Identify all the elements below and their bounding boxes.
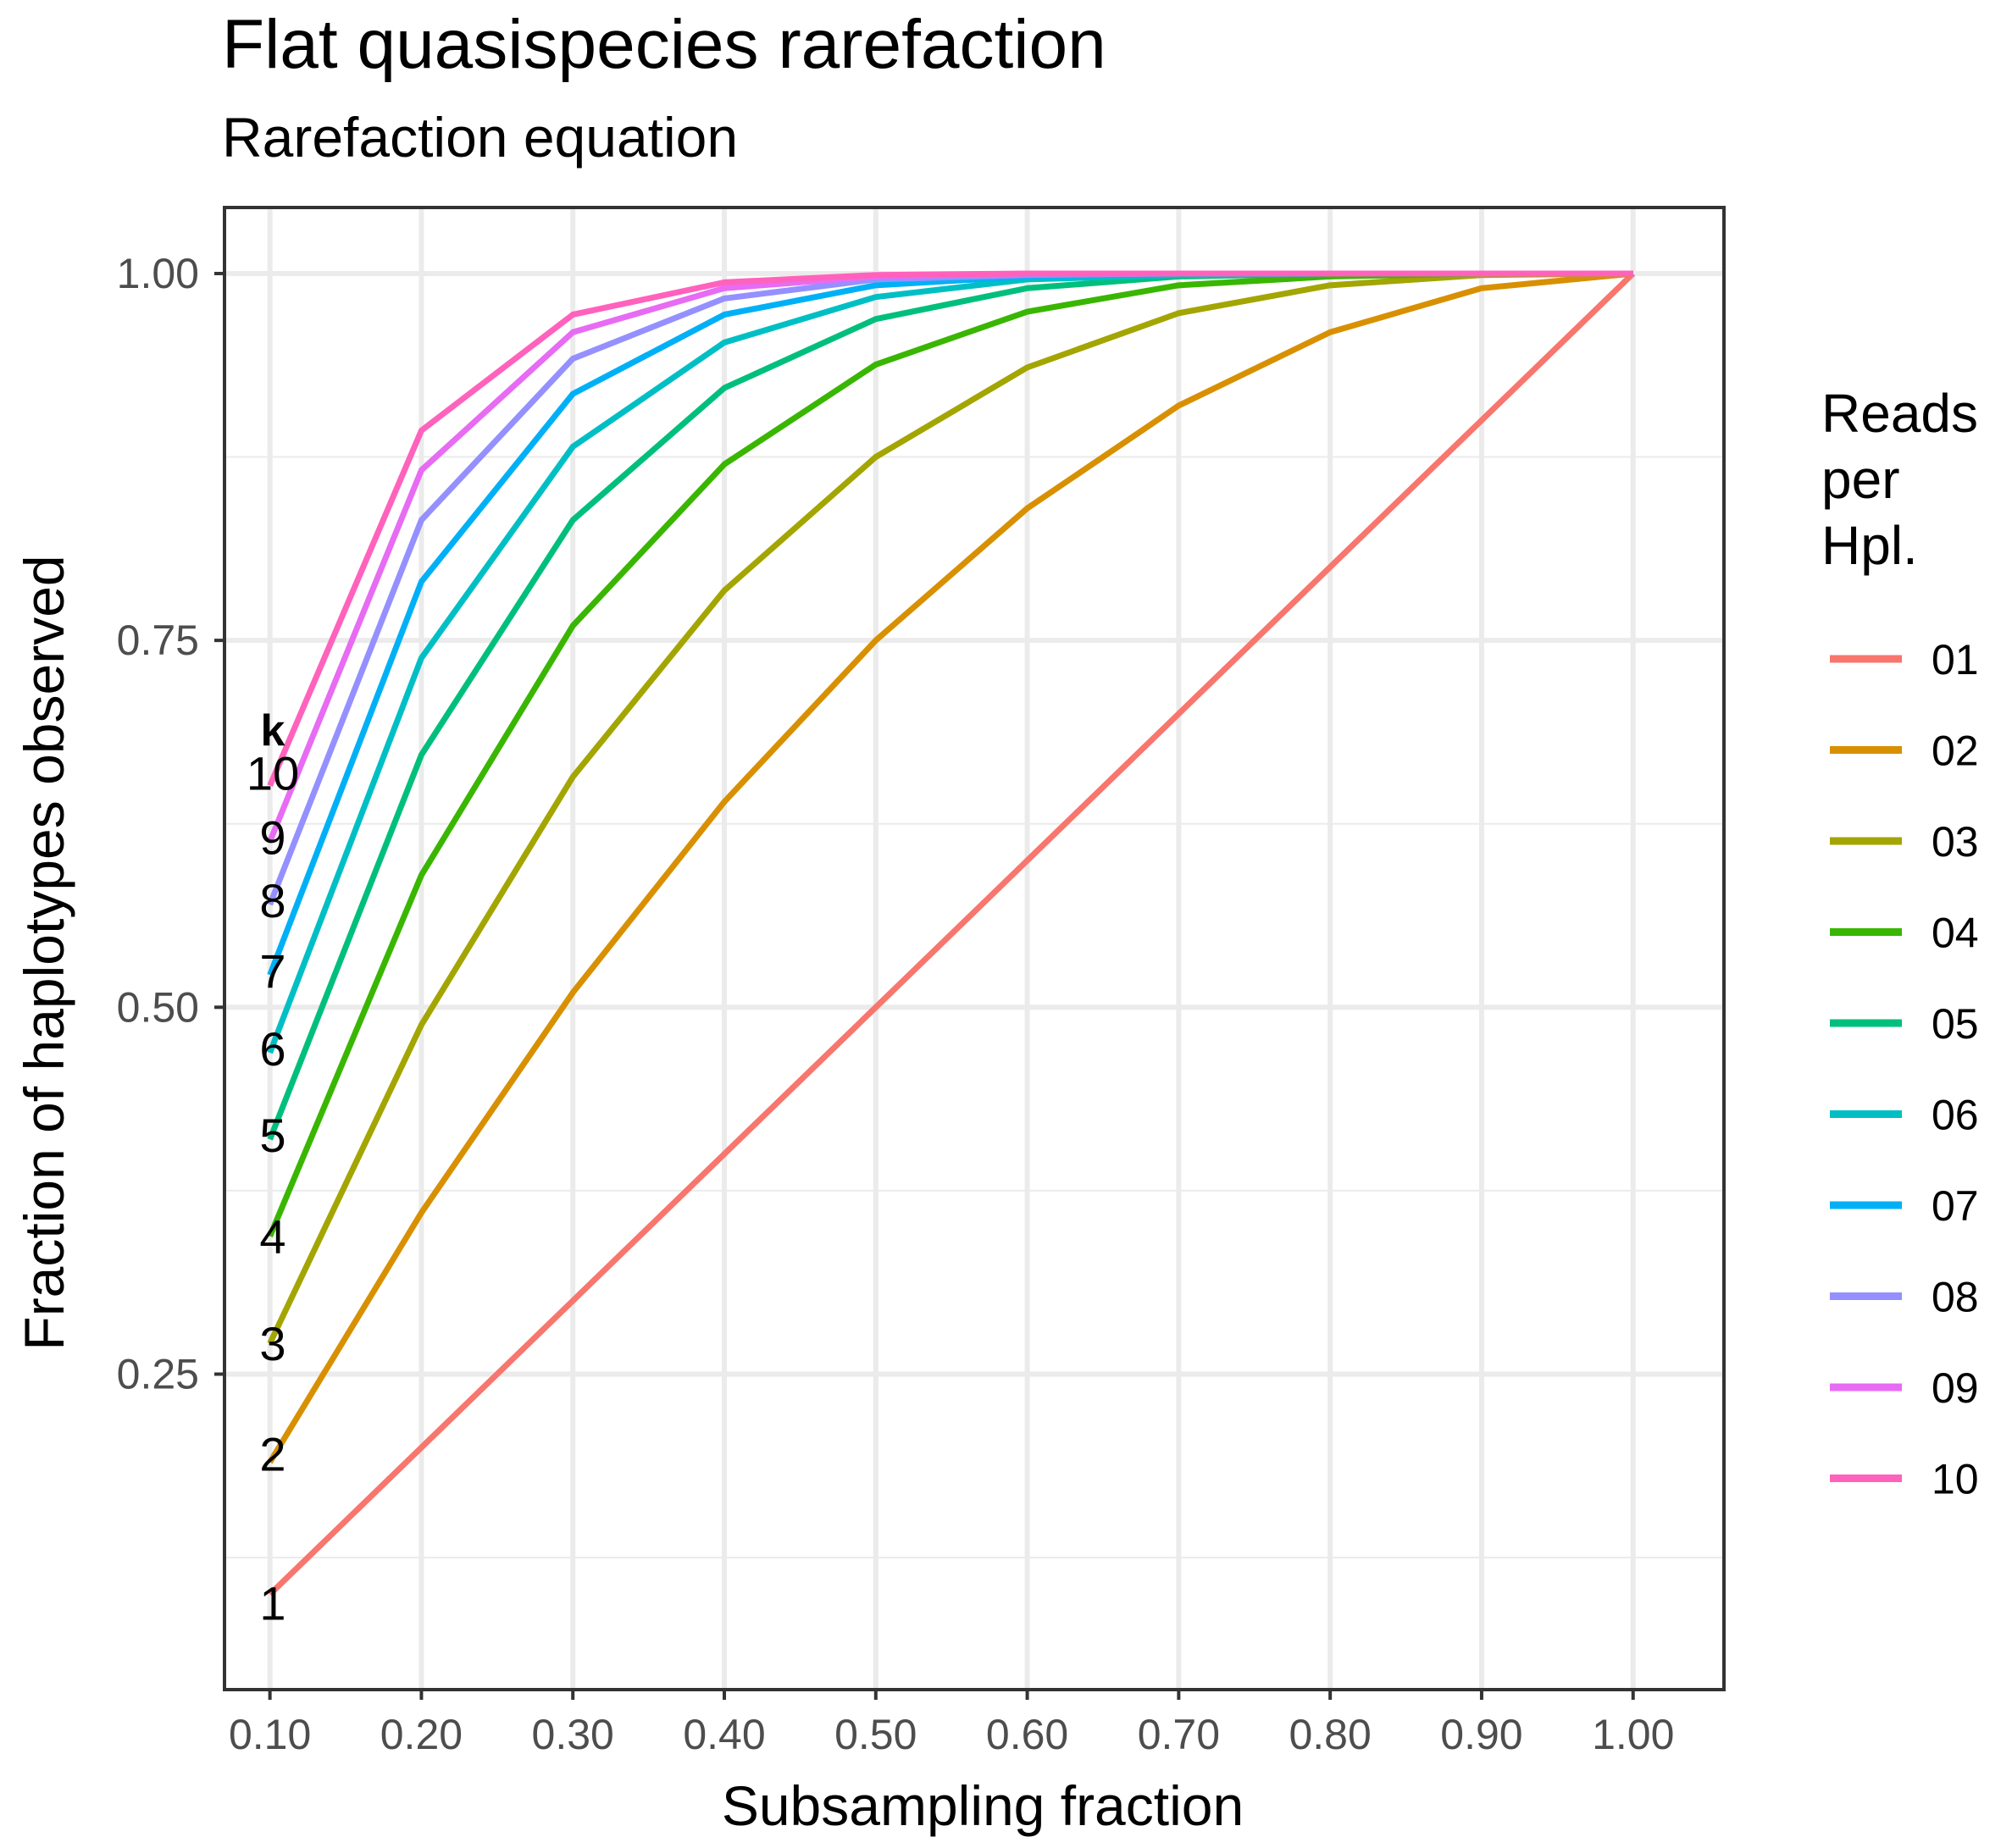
- series-line-03: [267, 270, 1633, 1345]
- series-line-02: [267, 270, 1634, 1464]
- x-tick-label: 0.60: [986, 1711, 1068, 1758]
- k-header: k: [261, 706, 285, 755]
- k-label-8: 8: [259, 874, 285, 927]
- y-tick-label: 1.00: [117, 250, 199, 297]
- chart-subtitle: Rarefaction equation: [222, 106, 738, 169]
- series-lines: [267, 270, 1636, 1596]
- legend-label-08: 08: [1932, 1274, 1979, 1321]
- grid-lines: [224, 207, 1724, 1690]
- x-tick-label: 0.20: [380, 1711, 463, 1758]
- k-label-1: 1: [259, 1576, 285, 1629]
- y-tick-label: 0.50: [117, 983, 199, 1031]
- series-line-10: [267, 270, 1633, 788]
- x-tick-label: 0.70: [1138, 1711, 1220, 1758]
- legend-label-09: 09: [1932, 1364, 1979, 1412]
- x-axis-title: Subsampling fraction: [722, 1774, 1244, 1837]
- y-axis-ticks: 0.25 0.50 0.75 1.00: [117, 250, 224, 1397]
- k-labels: k 1 2 3 4 5 6 7 8 9 10: [247, 706, 299, 1629]
- legend-title-line: Reads: [1821, 383, 1978, 444]
- legend-label-03: 03: [1932, 818, 1979, 866]
- legend-label-02: 02: [1932, 728, 1979, 775]
- k-label-2: 2: [259, 1427, 285, 1480]
- legend-title-line: Hpl.: [1821, 515, 1918, 576]
- legend-label-04: 04: [1932, 910, 1979, 957]
- legend-label-05: 05: [1932, 1000, 1979, 1048]
- k-label-6: 6: [259, 1022, 285, 1076]
- legend-label-10: 10: [1932, 1456, 1979, 1503]
- x-tick-label: 0.10: [229, 1711, 311, 1758]
- x-tick-label: 1.00: [1592, 1711, 1674, 1758]
- x-tick-label: 0.80: [1289, 1711, 1371, 1758]
- chart-title: Flat quasispecies rarefaction: [222, 6, 1106, 83]
- panel-border: [223, 206, 1726, 1691]
- x-tick-label: 0.40: [683, 1711, 765, 1758]
- x-axis-ticks: 0.10 0.20 0.30 0.40 0.50 0.60 0.70 0.80 0.90 1.00: [229, 1690, 1674, 1758]
- legend-title-line: per: [1821, 449, 1900, 510]
- y-axis-title: Fraction of haplotypes observed: [13, 555, 75, 1350]
- panel-fill: [224, 207, 1724, 1690]
- x-tick-label: 0.50: [834, 1711, 917, 1758]
- x-tick-label: 0.30: [532, 1711, 614, 1758]
- y-tick-label: 0.25: [117, 1350, 199, 1397]
- k-label-10: 10: [247, 747, 299, 800]
- k-label-5: 5: [259, 1109, 285, 1162]
- k-label-4: 4: [259, 1210, 285, 1264]
- series-line-01: [268, 271, 1636, 1596]
- legend-label-06: 06: [1932, 1092, 1979, 1139]
- x-tick-label: 0.90: [1440, 1711, 1522, 1758]
- y-tick-label: 0.75: [117, 617, 199, 664]
- k-label-7: 7: [259, 944, 285, 998]
- k-label-9: 9: [259, 811, 285, 865]
- plot-background: [224, 207, 1724, 1690]
- k-label-3: 3: [259, 1317, 285, 1370]
- legend-label-01: 01: [1932, 636, 1979, 683]
- legend-label-07: 07: [1932, 1182, 1979, 1230]
